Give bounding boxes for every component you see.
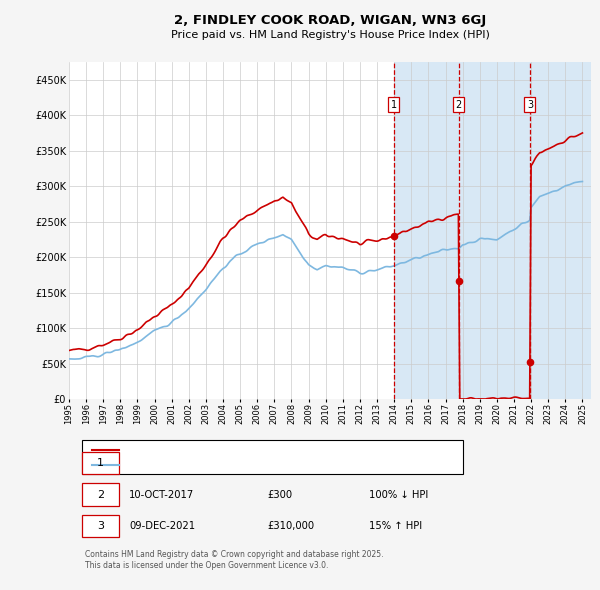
Bar	[394, 62, 459, 399]
Text: 10-OCT-2017: 10-OCT-2017	[129, 490, 194, 500]
Text: £310,000: £310,000	[268, 521, 314, 531]
Point	[389, 232, 398, 241]
Text: 15% ↑ HPI: 15% ↑ HPI	[369, 521, 422, 531]
Point	[525, 358, 535, 367]
Text: HPI: Average price, detached house, Wigan: HPI: Average price, detached house, Wiga…	[127, 460, 332, 469]
FancyBboxPatch shape	[82, 452, 119, 474]
Text: 1: 1	[391, 100, 397, 110]
Text: £300: £300	[268, 490, 292, 500]
FancyBboxPatch shape	[82, 440, 463, 474]
FancyBboxPatch shape	[82, 514, 119, 537]
FancyBboxPatch shape	[82, 483, 119, 506]
Text: 3: 3	[97, 521, 104, 531]
Text: 2: 2	[97, 490, 104, 500]
Text: 2, FINDLEY COOK ROAD, WIGAN, WN3 6GJ: 2, FINDLEY COOK ROAD, WIGAN, WN3 6GJ	[174, 14, 486, 27]
Point	[454, 276, 464, 286]
Text: 3: 3	[527, 100, 533, 110]
Bar	[459, 62, 530, 399]
Text: 2: 2	[456, 100, 462, 110]
Bar	[530, 62, 591, 399]
Text: 28% ↑ HPI: 28% ↑ HPI	[369, 458, 422, 468]
Text: 23-DEC-2013: 23-DEC-2013	[129, 458, 195, 468]
Text: £230,000: £230,000	[268, 458, 314, 468]
Text: 100% ↓ HPI: 100% ↓ HPI	[369, 490, 428, 500]
Text: Contains HM Land Registry data © Crown copyright and database right 2025.
This d: Contains HM Land Registry data © Crown c…	[85, 550, 383, 571]
Text: 1: 1	[97, 458, 104, 468]
Text: 2, FINDLEY COOK ROAD, WIGAN, WN3 6GJ (detached house): 2, FINDLEY COOK ROAD, WIGAN, WN3 6GJ (de…	[127, 445, 412, 454]
Text: 09-DEC-2021: 09-DEC-2021	[129, 521, 195, 531]
Text: Price paid vs. HM Land Registry's House Price Index (HPI): Price paid vs. HM Land Registry's House …	[170, 30, 490, 40]
